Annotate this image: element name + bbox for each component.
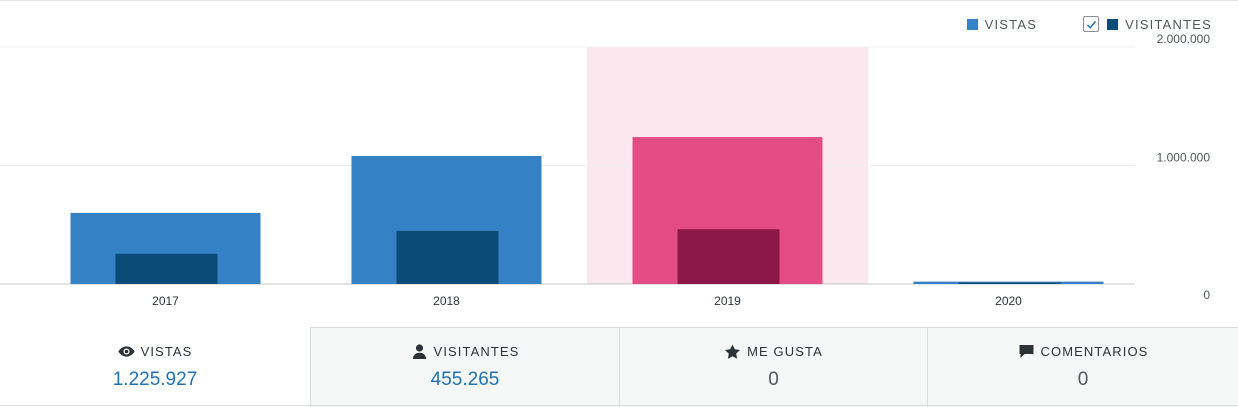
tab-likes[interactable]: ME GUSTA 0 [619,327,927,407]
x-tick-label: 2020 [995,294,1022,308]
tab-likes-label: ME GUSTA [747,344,823,359]
stats-chart: 0 1.000.000 2.000.000 2017 2018 2019 2020 [0,32,1211,308]
legend-visitors-label[interactable]: VISITANTES [1125,16,1212,32]
person-icon [412,344,426,359]
tab-comments[interactable]: COMENTARIOS 0 [927,327,1238,407]
y-tick-label: 1.000.000 [1157,151,1211,165]
tab-comments-value: 0 [1077,369,1089,390]
eye-icon [117,346,135,357]
x-tick-label: 2019 [714,294,741,308]
tab-views[interactable]: VISTAS 1.225.927 [0,327,310,407]
tab-likes-value: 0 [768,369,779,390]
legend-visitors: VISITANTES [1037,16,1212,32]
tab-views-label: VISTAS [140,344,193,359]
x-tick-label: 2017 [152,294,179,308]
bottom-divider [0,405,1238,406]
bar-visitors-2018 [396,230,499,284]
legend-views: VISTAS [966,16,1038,32]
bar-visitors-2017 [115,253,218,284]
comment-icon [1019,345,1034,358]
tab-visitors[interactable]: VISITANTES 455.265 [310,327,619,407]
bar-visitors-2019 [677,229,780,284]
tab-comments-label: COMENTARIOS [1040,344,1149,359]
checkmark-icon [1086,20,1096,29]
y-tick-label: 2.000.000 [1157,32,1211,46]
stats-tabs: VISTAS 1.225.927 VISITANTES 455.265 ME G… [0,327,1238,407]
tab-views-value: 1.225.927 [112,369,198,390]
chart-legend: VISTAS VISITANTES [966,16,1212,32]
legend-visitors-swatch [1107,18,1119,30]
x-tick-label: 2018 [433,294,460,308]
tab-visitors-label-row: VISITANTES [411,344,520,359]
legend-views-label: VISTAS [984,16,1038,32]
visitors-toggle-checkbox[interactable] [1083,16,1100,32]
tab-likes-label-row: ME GUSTA [724,344,823,359]
bar-visitors-2020 [958,282,1061,284]
tab-visitors-label: VISITANTES [433,344,520,359]
legend-views-swatch [966,18,978,30]
tab-visitors-value: 455.265 [430,369,500,390]
top-divider [0,0,1238,1]
tab-views-label-row: VISTAS [117,344,193,359]
star-icon [725,344,741,359]
tab-comments-label-row: COMENTARIOS [1018,344,1149,359]
y-tick-label: 0 [1203,288,1210,302]
